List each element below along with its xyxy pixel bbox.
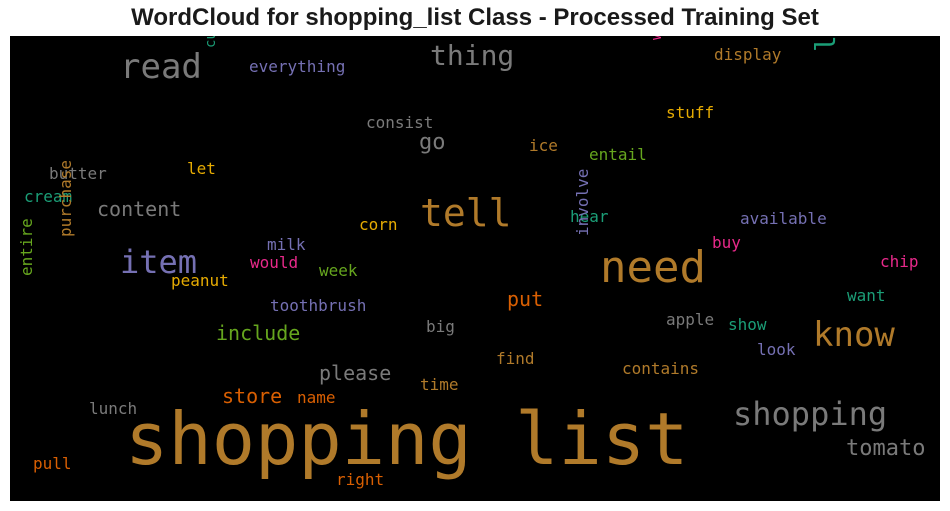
word-hear: hear — [570, 207, 609, 226]
word-corn: corn — [359, 215, 398, 234]
word-stuff: stuff — [666, 103, 714, 122]
word-involve: involve — [573, 169, 592, 236]
word-apple: apple — [666, 310, 714, 329]
word-know: know — [813, 315, 895, 355]
word-contains: contains — [622, 359, 699, 378]
word-tomato: tomato — [846, 436, 925, 461]
chart-title: WordCloud for shopping_list Class - Proc… — [131, 4, 819, 31]
word-milk: milk — [267, 235, 306, 254]
word-group: shopping list need tell know shopping read ite… — [17, 36, 925, 489]
word-put: put — [507, 287, 543, 311]
word-read: read — [120, 47, 202, 87]
word-right: right — [336, 470, 384, 489]
word-butter: butter — [49, 164, 107, 183]
word-please: please — [319, 361, 391, 385]
word-tell: tell — [420, 191, 512, 235]
word-include: include — [216, 321, 300, 345]
word-display: display — [714, 45, 782, 64]
word-currently: currently — [203, 36, 219, 48]
word-pull: pull — [33, 454, 72, 473]
word-look: look — [757, 340, 796, 359]
cloud-background — [10, 36, 940, 501]
word-purchase: purchase — [56, 160, 75, 237]
word-content: content — [97, 197, 181, 221]
word-everything: everything — [249, 57, 345, 76]
word-shopping: shopping — [733, 395, 887, 433]
word-week: week — [319, 261, 358, 280]
word-time: time — [420, 375, 459, 394]
word-shopping-list: shopping list — [125, 397, 689, 481]
word-name: name — [297, 388, 336, 407]
word-let: let — [187, 159, 216, 178]
word-available: available — [740, 209, 827, 228]
word-want: want — [847, 286, 886, 305]
word-ice: ice — [529, 136, 558, 155]
word-entire: entire — [17, 218, 36, 276]
word-cloud-canvas: shopping list need tell know shopping read ite… — [10, 36, 940, 501]
word-find: find — [496, 349, 535, 368]
word-write: write — [649, 36, 665, 40]
word-entail: entail — [589, 145, 647, 164]
word-go: go — [419, 130, 446, 155]
word-chip: chip — [880, 252, 919, 271]
word-list: list — [809, 36, 842, 52]
word-item: item — [120, 243, 197, 281]
word-buy: buy — [712, 233, 741, 252]
word-need: need — [600, 242, 706, 293]
word-show: show — [728, 315, 767, 334]
word-big: big — [426, 317, 455, 336]
word-consist: consist — [366, 113, 433, 132]
word-peanut: peanut — [171, 271, 229, 290]
word-lunch: lunch — [89, 399, 137, 418]
word-thing: thing — [430, 39, 514, 72]
word-toothbrush: toothbrush — [270, 296, 366, 315]
word-cream: cream — [24, 187, 72, 206]
word-would: would — [250, 253, 298, 272]
word-store: store — [222, 384, 282, 408]
